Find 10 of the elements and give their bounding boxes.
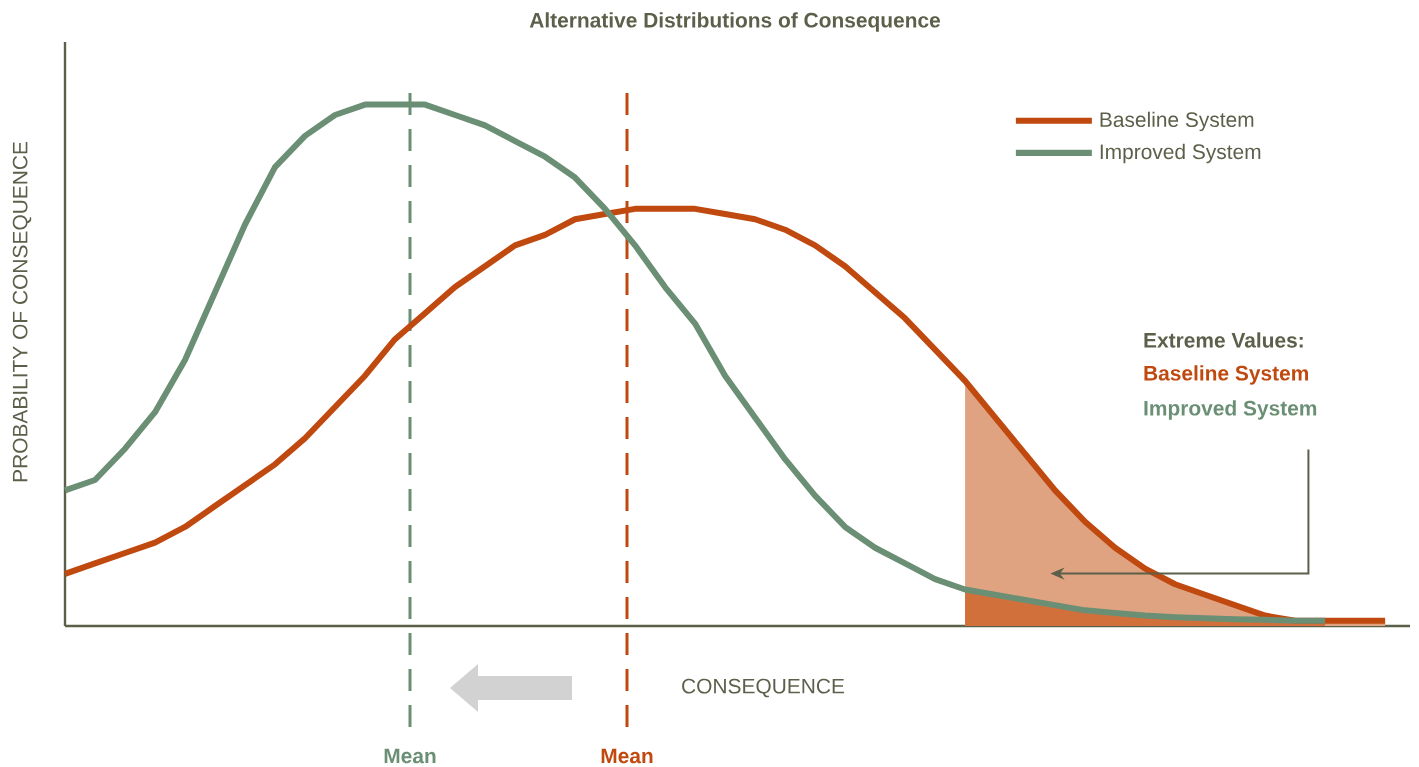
text: Mean <box>601 748 653 764</box>
legend-label: Improved System <box>1100 143 1261 164</box>
legend-label: Baseline System <box>1100 111 1254 132</box>
annotation: Improved System <box>1144 400 1317 420</box>
x-axis-title: CONSEQUENCE <box>682 678 845 698</box>
y-axis-title: PROBABILITY OF CONSEQUENCE <box>12 142 32 482</box>
chart-title: Alternative Distributions of Consequence <box>529 12 941 32</box>
text: Mean <box>384 748 436 764</box>
annotation: Baseline System <box>1144 365 1308 385</box>
annotation: Extreme Values: <box>1144 332 1303 348</box>
